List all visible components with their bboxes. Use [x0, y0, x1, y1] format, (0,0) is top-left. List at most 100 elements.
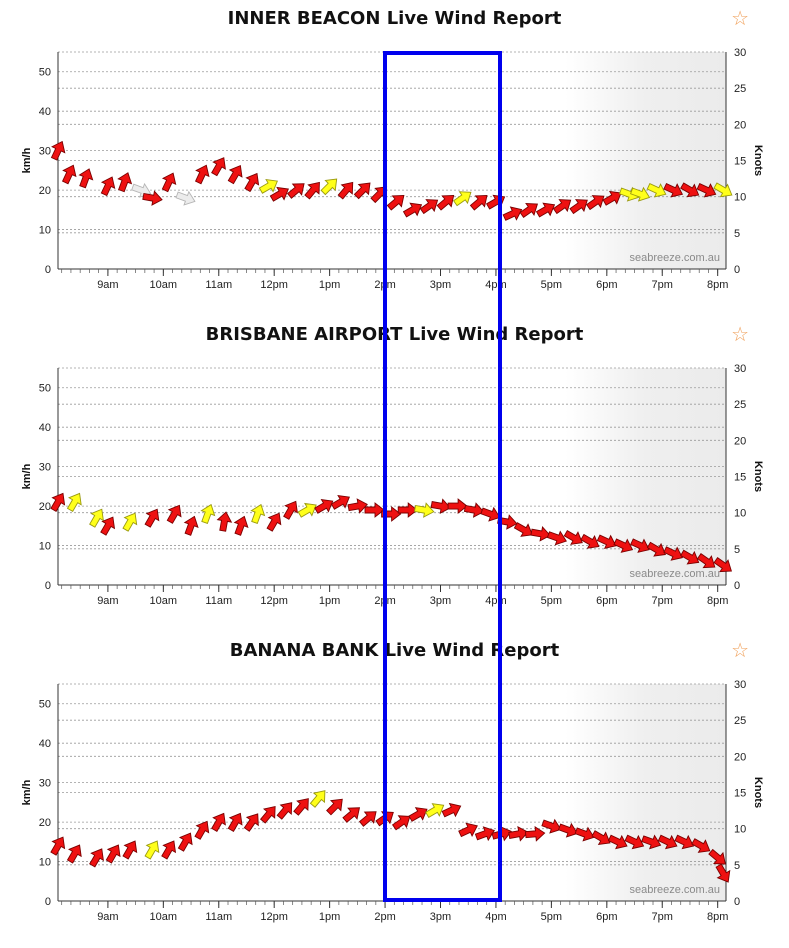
wind-arrow [585, 195, 605, 211]
ytick-knots: 30 [734, 47, 746, 59]
ytick-kmh: 0 [45, 896, 51, 908]
wind-arrow [713, 182, 733, 198]
wind-arrow [557, 822, 579, 838]
wind-arrow-shape [552, 199, 572, 215]
wind-arrow [574, 826, 595, 842]
wind-arrow [624, 834, 645, 850]
xtick-label: 9am [97, 279, 118, 291]
xtick-label: 1pm [319, 279, 340, 291]
wind-arrow-shape [413, 502, 435, 518]
wind-arrow-shape [175, 190, 196, 206]
wind-arrow [696, 182, 717, 198]
xtick-label: 8pm [707, 911, 728, 923]
wind-arrow [535, 202, 556, 218]
xtick-label: 5pm [541, 911, 562, 923]
wind-arrow-shape [502, 206, 523, 221]
wind-arrow-shape [100, 176, 116, 197]
wind-arrow [194, 820, 210, 840]
wind-arrow [314, 498, 334, 514]
wind-arrow [337, 181, 354, 200]
ytick-knots: 30 [734, 363, 746, 375]
ytick-kmh: 0 [45, 264, 51, 276]
wind-arrow-shape [624, 834, 645, 850]
wind-arrow [508, 826, 529, 842]
wind-arrow-shape [326, 798, 343, 816]
y-axis-label-kmh: km/h [21, 147, 33, 173]
xtick-label: 3pm [430, 595, 451, 607]
y-axis-label-knots: Knots [752, 777, 764, 808]
chart-title: BANANA BANK Live Wind Report [229, 640, 560, 661]
ytick-kmh: 20 [39, 817, 51, 829]
wind-arrow [66, 844, 82, 864]
ytick-kmh: 10 [39, 541, 51, 553]
wind-arrow [89, 848, 104, 868]
wind-arrow [463, 502, 485, 518]
wind-arrow [452, 191, 472, 207]
wind-arrow-shape [607, 834, 628, 850]
wind-arrow-shape [353, 182, 371, 200]
wind-arrow [50, 836, 66, 856]
wind-arrow-shape [646, 182, 667, 198]
wind-arrow-shape [161, 172, 177, 193]
wind-arrow [266, 512, 282, 532]
y-axis-label-knots: Knots [752, 145, 764, 176]
wind-arrow [258, 178, 278, 194]
wind-arrow [304, 181, 320, 200]
xtick-label: 3pm [430, 279, 451, 291]
xtick-label: 7pm [652, 911, 673, 923]
wind-arrow-shape [161, 840, 177, 860]
wind-arrow [513, 522, 533, 537]
wind-arrow [663, 182, 684, 198]
wind-arrow [250, 503, 266, 525]
wind-arrow [713, 557, 732, 573]
star-icon[interactable]: ☆ [731, 8, 749, 30]
xtick-label: 4pm [485, 279, 506, 291]
xtick-label: 3pm [430, 911, 451, 923]
wind-arrow-shape [50, 836, 66, 856]
xtick-label: 1pm [319, 595, 340, 607]
wind-arrow [485, 194, 506, 210]
star-icon[interactable]: ☆ [731, 640, 749, 662]
wind-arrow-shape [61, 164, 77, 185]
wind-arrow-shape [342, 807, 361, 823]
wind-arrow-shape [696, 553, 716, 569]
ytick-kmh: 10 [39, 857, 51, 869]
wind-arrow-shape [513, 522, 533, 537]
wind-arrow [177, 832, 193, 852]
ytick-knots: 0 [734, 580, 740, 592]
wind-arrow-shape [117, 172, 133, 193]
xtick-label: 1pm [319, 911, 340, 923]
wind-arrow [194, 164, 210, 185]
wind-arrow-shape [276, 802, 293, 820]
wind-arrow [541, 818, 562, 834]
ytick-knots: 5 [734, 228, 740, 240]
ytick-knots: 20 [734, 119, 746, 131]
wind-arrow [200, 503, 216, 525]
ytick-knots: 10 [734, 508, 746, 520]
xtick-label: 4pm [485, 911, 506, 923]
wind-arrow-shape [233, 515, 249, 536]
xtick-label: 12pm [260, 911, 288, 923]
wind-arrow [161, 172, 177, 193]
wind-arrow [243, 813, 259, 832]
wind-arrow-shape [194, 820, 210, 840]
wind-arrow-shape [100, 516, 116, 536]
wind-arrow-shape [216, 511, 233, 532]
xtick-label: 2pm [374, 595, 395, 607]
wind-arrow [144, 840, 160, 860]
wind-arrow-shape [250, 503, 266, 525]
ytick-kmh: 30 [39, 778, 51, 790]
ytick-knots: 15 [734, 788, 746, 800]
wind-arrow [227, 812, 243, 833]
wind-arrow [602, 190, 622, 206]
wind-arrow-shape [474, 826, 495, 842]
star-icon[interactable]: ☆ [731, 324, 749, 346]
wind-arrow-shape [211, 812, 226, 833]
wind-arrow-shape [602, 190, 622, 206]
watermark: seabreeze.com.au [630, 568, 721, 580]
wind-arrow [276, 802, 293, 820]
wind-arrow-shape [258, 178, 278, 194]
y-axis-label-kmh: km/h [21, 779, 33, 805]
wind-arrow-shape [89, 848, 104, 868]
wind-arrow [715, 863, 731, 883]
